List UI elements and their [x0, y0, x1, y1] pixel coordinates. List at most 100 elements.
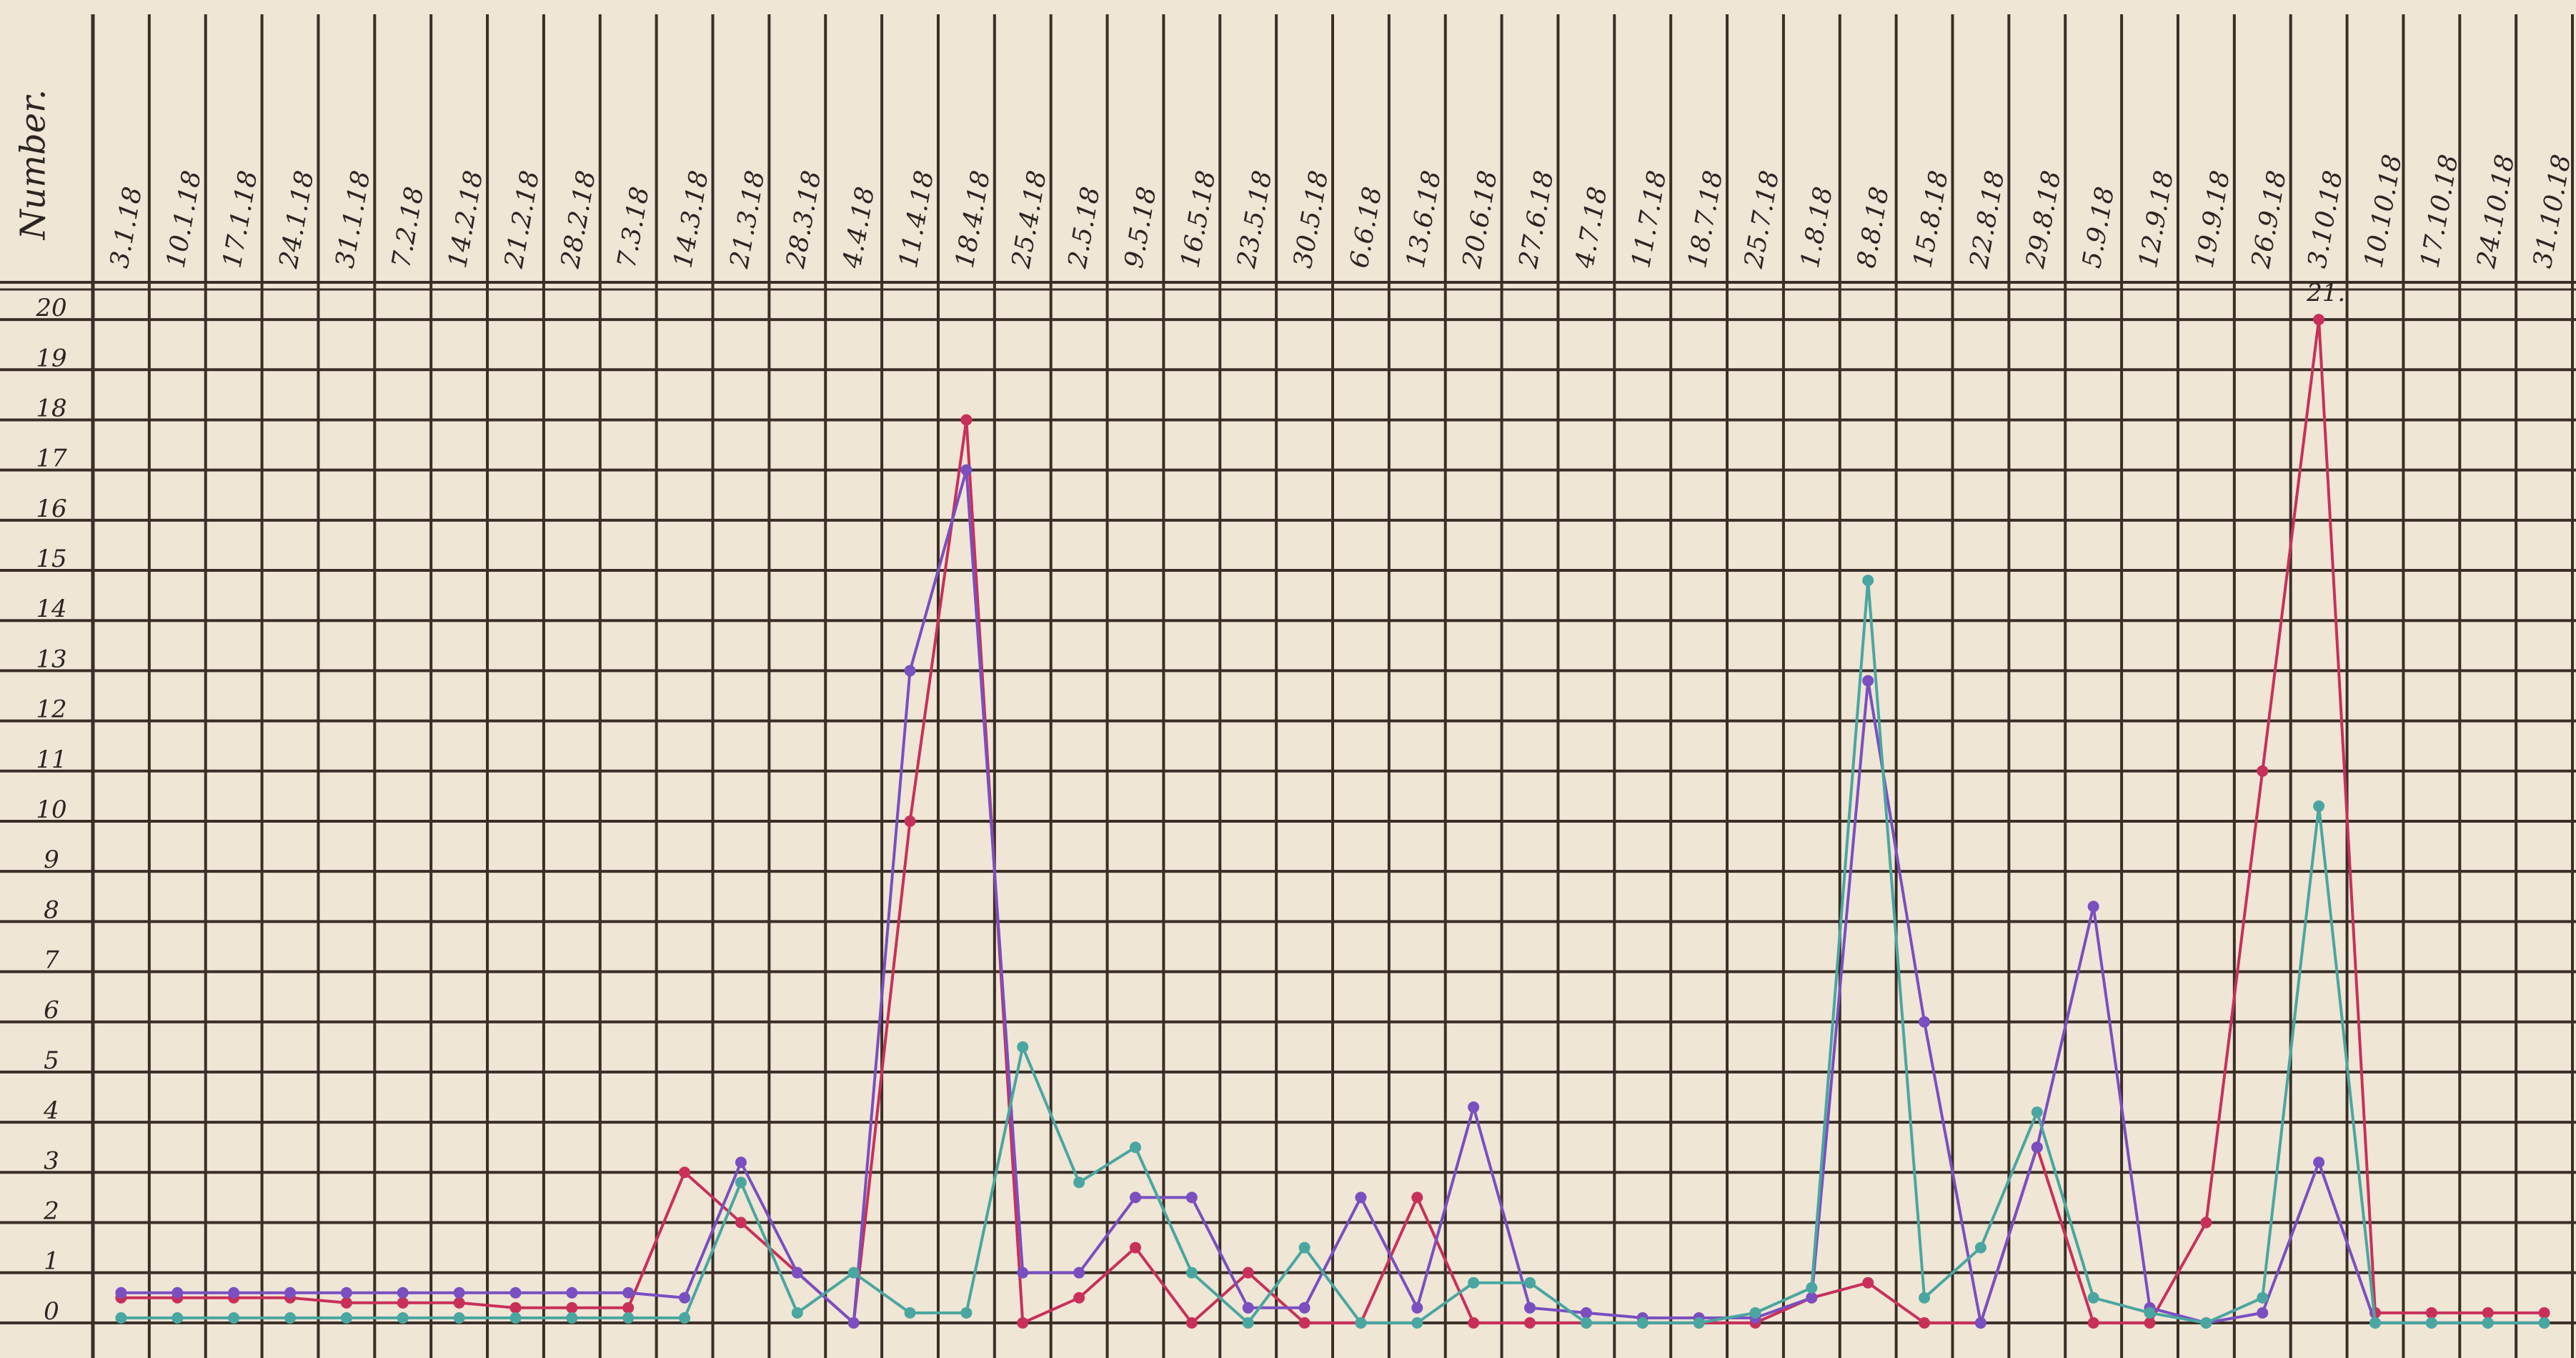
- data-point: [905, 665, 916, 676]
- data-point: [735, 1156, 747, 1168]
- data-point: [2257, 1292, 2268, 1304]
- data-point: [1694, 1317, 1705, 1329]
- data-point: [2257, 1307, 2268, 1319]
- data-point: [1243, 1267, 1254, 1279]
- data-point: [2257, 765, 2268, 777]
- data-point: [1524, 1277, 1536, 1289]
- data-point: [2313, 801, 2324, 812]
- data-point: [1468, 1317, 1479, 1329]
- data-point: [1581, 1307, 1592, 1319]
- page: Number. 01234567891011121314151617181920…: [0, 0, 2576, 1358]
- data-point: [1299, 1302, 1311, 1314]
- data-point: [960, 465, 972, 476]
- data-point: [2088, 1317, 2099, 1329]
- data-point: [622, 1287, 634, 1299]
- data-point: [1299, 1317, 1311, 1329]
- data-point: [228, 1312, 239, 1324]
- data-point: [284, 1312, 296, 1324]
- data-point: [341, 1297, 352, 1309]
- data-point: [1186, 1191, 1198, 1203]
- data-point: [1130, 1242, 1141, 1254]
- data-point: [2200, 1216, 2212, 1228]
- data-point: [1017, 1267, 1028, 1279]
- data-point: [960, 1307, 972, 1319]
- data-point: [454, 1297, 465, 1309]
- y-tick-label: 9: [44, 846, 59, 874]
- data-point: [2426, 1307, 2437, 1319]
- data-point: [1524, 1317, 1536, 1329]
- data-point: [115, 1287, 126, 1299]
- y-tick-label: 2: [43, 1196, 59, 1225]
- data-point: [679, 1312, 690, 1324]
- y-tick-label: 1: [44, 1247, 59, 1276]
- data-point: [2426, 1317, 2437, 1329]
- data-point: [1975, 1242, 1986, 1254]
- data-point: [1073, 1292, 1085, 1304]
- data-point: [1862, 675, 1874, 686]
- data-point: [454, 1312, 465, 1324]
- data-point: [2482, 1317, 2494, 1329]
- data-point: [905, 1307, 916, 1319]
- data-point: [1919, 1317, 1930, 1329]
- data-point: [2369, 1317, 2381, 1329]
- data-point: [1862, 575, 1874, 586]
- data-point: [792, 1267, 803, 1279]
- data-point: [454, 1287, 465, 1299]
- data-point: [2088, 901, 2099, 912]
- y-tick-label: 18: [36, 394, 66, 422]
- data-point: [171, 1312, 183, 1324]
- data-point: [115, 1312, 126, 1324]
- y-tick-label: 0: [44, 1297, 59, 1326]
- data-point: [1130, 1141, 1141, 1153]
- data-point: [228, 1287, 239, 1299]
- data-point: [2482, 1307, 2494, 1319]
- y-tick-label: 16: [36, 495, 66, 523]
- y-tick-label: 6: [44, 996, 59, 1025]
- data-point: [1975, 1317, 1986, 1329]
- y-tick-label: 15: [36, 545, 66, 573]
- data-point: [509, 1302, 521, 1314]
- data-point: [397, 1297, 409, 1309]
- data-point: [1411, 1302, 1423, 1314]
- data-point: [2539, 1317, 2550, 1329]
- data-point: [679, 1166, 690, 1178]
- y-tick-label: 10: [36, 796, 66, 824]
- data-point: [1637, 1317, 1648, 1329]
- data-point: [1299, 1242, 1311, 1254]
- y-tick-label: 17: [36, 445, 67, 473]
- data-point: [1186, 1317, 1198, 1329]
- data-point: [2144, 1317, 2156, 1329]
- data-point: [566, 1287, 577, 1299]
- data-point: [1017, 1041, 1028, 1053]
- data-point: [509, 1312, 521, 1324]
- y-tick-label: 12: [36, 695, 66, 724]
- data-point: [341, 1312, 352, 1324]
- data-point: [1524, 1302, 1536, 1314]
- data-point: [792, 1307, 803, 1319]
- data-point: [2313, 314, 2324, 325]
- data-point: [1130, 1191, 1141, 1203]
- data-point: [1468, 1277, 1479, 1289]
- data-point: [509, 1287, 521, 1299]
- data-point: [1355, 1191, 1366, 1203]
- y-tick-label: 20: [35, 294, 66, 322]
- data-point: [1468, 1101, 1479, 1113]
- data-point: [1411, 1317, 1423, 1329]
- data-point: [679, 1292, 690, 1304]
- y-tick-label: 4: [43, 1096, 59, 1125]
- y-tick-label: 14: [36, 595, 66, 623]
- data-point: [1862, 1277, 1874, 1289]
- data-point: [1073, 1176, 1085, 1188]
- data-point: [735, 1216, 747, 1228]
- data-point: [1806, 1292, 1817, 1304]
- data-point: [2032, 1141, 2043, 1153]
- data-point: [848, 1267, 860, 1279]
- data-point: [2539, 1307, 2550, 1319]
- data-point: [1243, 1302, 1254, 1314]
- data-point: [2200, 1317, 2212, 1329]
- data-point: [171, 1287, 183, 1299]
- y-tick-label: 3: [44, 1146, 59, 1175]
- data-point: [284, 1287, 296, 1299]
- data-point: [1411, 1191, 1423, 1203]
- data-point: [1073, 1267, 1085, 1279]
